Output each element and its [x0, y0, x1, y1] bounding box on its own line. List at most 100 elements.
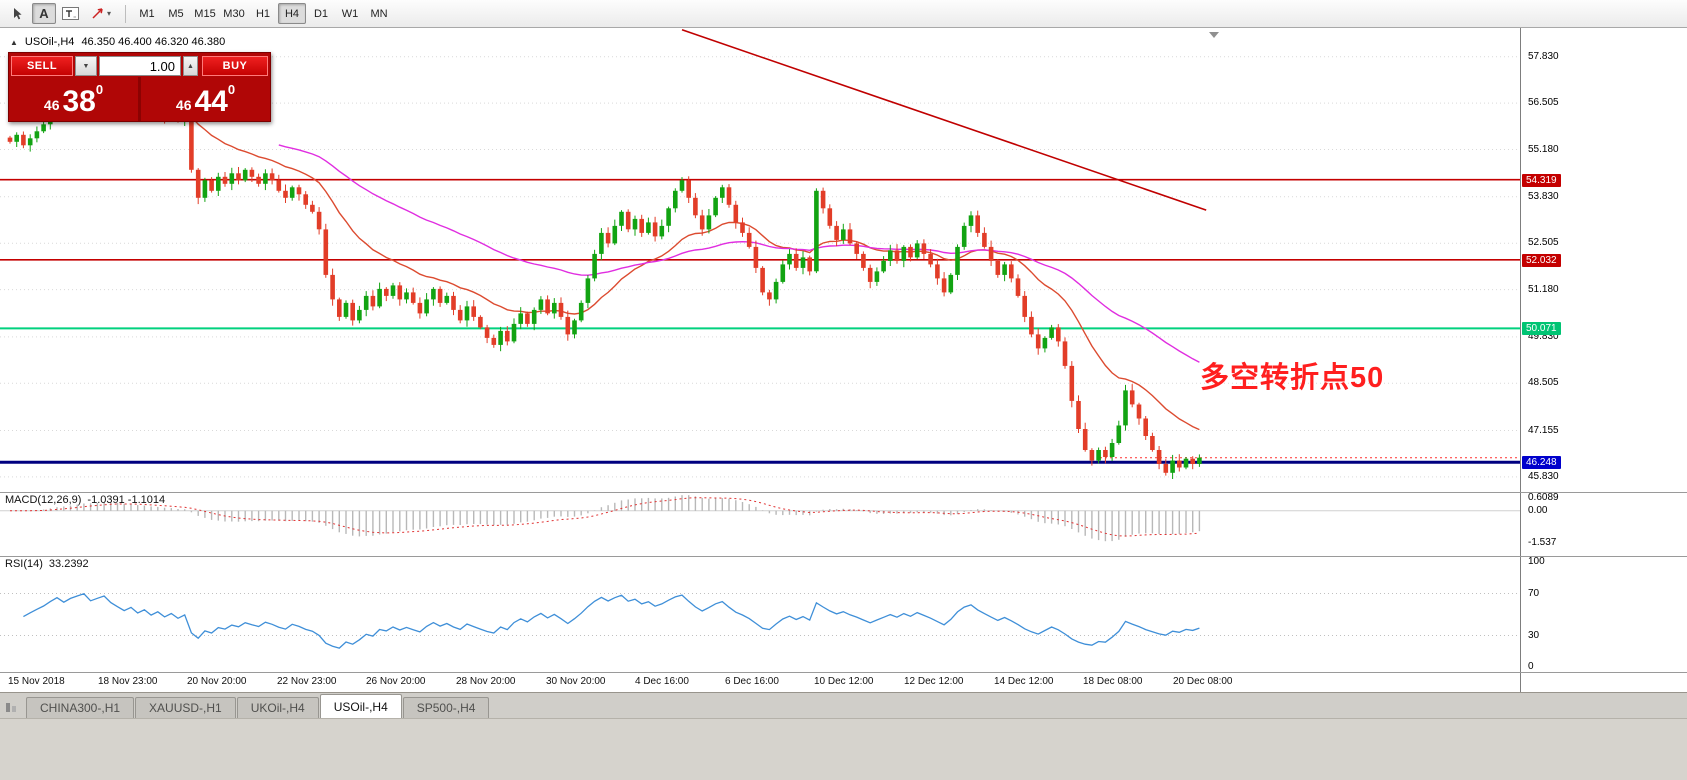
price-level-badge: 46.248 [1522, 456, 1561, 469]
caret-up-icon: ▲ [187, 62, 194, 70]
ask-big-figure: 46 [175, 97, 192, 113]
rsi-label: RSI(14) 33.2392 [5, 558, 95, 570]
time-axis-label: 18 Nov 23:00 [98, 676, 158, 687]
time-axis-label: 26 Nov 20:00 [366, 676, 426, 687]
time-axis-label: 18 Dec 08:00 [1083, 676, 1143, 687]
price-axis-label: 53.830 [1528, 191, 1559, 202]
bid-point: 0 [95, 82, 104, 97]
chart-tab-china300h1[interactable]: CHINA300-,H1 [26, 697, 135, 718]
time-axis-label: 14 Dec 12:00 [994, 676, 1054, 687]
chart-tab-ukoilh4[interactable]: UKOil-,H4 [236, 697, 319, 718]
timeframe-m15-button[interactable]: M15 [194, 7, 216, 20]
time-axis-label: 22 Nov 23:00 [277, 676, 337, 687]
timeframe-w1-button[interactable]: W1 [341, 7, 359, 20]
chart-window: ▲ USOil-,H4 46.350 46.400 46.320 46.380 … [0, 28, 1687, 692]
price-axis-label: 55.180 [1528, 144, 1559, 155]
timeframe-toolbar: M1 M5 M15 M30 H1 H4 D1 W1 MN [133, 3, 393, 24]
price-level-badge: 54.319 [1522, 174, 1561, 187]
price-divider [138, 77, 141, 121]
price-chart-canvas [0, 29, 1520, 479]
macd-name: MACD(12,26,9) [5, 494, 82, 506]
buy-price-display[interactable]: 46 44 0 [141, 77, 270, 121]
timeframe-h4-button[interactable]: H4 [278, 3, 306, 24]
price-axis-label: 57.830 [1528, 51, 1559, 62]
rsi-axis-label: 30 [1528, 630, 1540, 641]
price-axis[interactable]: 57.830 56.505 55.180 53.830 52.505 51.180 49.8… [1520, 28, 1687, 692]
tab-row: CHINA300-,H1 XAUUSD-,H1 UKOil-,H4 USOil-,H4… [26, 694, 490, 718]
time-axis-label: 20 Nov 20:00 [187, 676, 247, 687]
price-axis-label: 51.180 [1528, 284, 1559, 295]
rsi-canvas [0, 593, 1520, 649]
macd-label: MACD(12,26,9) -1.0391 -1.1014 [5, 494, 171, 506]
chart-tab-xauusdh1[interactable]: XAUUSD-,H1 [135, 697, 236, 718]
main-chart-panel[interactable]: ▲ USOil-,H4 46.350 46.400 46.320 46.380 … [0, 28, 1520, 492]
price-axis-label: 47.155 [1528, 425, 1559, 436]
buy-button[interactable]: BUY [202, 56, 268, 76]
timeframe-m30-button[interactable]: M30 [223, 7, 245, 20]
rsi-name: RSI(14) [5, 558, 43, 570]
time-axis-label: 4 Dec 16:00 [635, 676, 689, 687]
timeframe-m1-button[interactable]: M1 [139, 7, 155, 20]
timeframe-h1-button[interactable]: H1 [255, 7, 271, 20]
rsi-axis-label: 70 [1528, 588, 1540, 599]
time-axis-label: 12 Dec 12:00 [904, 676, 964, 687]
macd-values: -1.0391 -1.1014 [87, 494, 166, 506]
price-axis-label: 56.505 [1528, 97, 1559, 108]
trendline-arrow-icon [92, 8, 103, 19]
cursor-icon [14, 7, 22, 19]
chart-tab-sp500h4[interactable]: SP500-,H4 [402, 697, 490, 718]
toolbar-separator [125, 4, 126, 23]
macd-canvas [0, 495, 1520, 542]
price-axis-label: 48.505 [1528, 377, 1559, 388]
chart-tab-usoilh4[interactable]: USOil-,H4 [319, 694, 402, 718]
price-axis-label: 49.830 [1528, 331, 1559, 342]
sell-button[interactable]: SELL [11, 56, 73, 76]
panel-separator [0, 492, 1687, 493]
cursor-tool-button[interactable] [6, 3, 30, 24]
macd-axis-label: 0.6089 [1528, 492, 1559, 503]
time-axis-label: 28 Nov 20:00 [456, 676, 516, 687]
symbol-ohlc-values: 46.350 46.400 46.320 46.380 [81, 36, 226, 48]
time-axis[interactable]: 15 Nov 2018 18 Nov 23:00 20 Nov 20:00 22 No… [0, 672, 1520, 692]
rsi-axis-label: 0 [1528, 661, 1534, 672]
price-axis-label: 52.505 [1528, 237, 1559, 248]
volume-increase-button[interactable]: ▲ [183, 56, 198, 76]
rsi-axis-label: 100 [1528, 556, 1545, 567]
timeframe-m5-button[interactable]: M5 [168, 7, 184, 20]
rsi-panel[interactable]: RSI(14) 33.2392 [0, 556, 1520, 672]
price-level-badge: 50.071 [1522, 322, 1561, 335]
symbol-marker-icon: ▲ [10, 37, 18, 47]
panel-separator [0, 672, 1687, 673]
volume-input[interactable] [99, 56, 181, 76]
time-axis-label: 30 Nov 20:00 [546, 676, 606, 687]
price-axis-label: 45.830 [1528, 471, 1559, 482]
sell-price-display[interactable]: 46 38 0 [9, 77, 138, 121]
time-axis-label: 20 Dec 08:00 [1173, 676, 1233, 687]
time-axis-label: 6 Dec 16:00 [725, 676, 779, 687]
macd-axis-label: -1.537 [1528, 537, 1557, 548]
window-list-icon[interactable] [5, 701, 19, 713]
ask-pips: 44 [194, 85, 228, 118]
price-level-badge: 52.032 [1522, 254, 1561, 267]
main-toolbar: A ▾ M1 M5 M15 M30 H1 H4 D1 W1 MN [0, 0, 1687, 28]
chart-tabs-bar: CHINA300-,H1 XAUUSD-,H1 UKOil-,H4 USOil-,H4… [0, 692, 1687, 718]
text-tool-icon: A [39, 6, 49, 21]
macd-panel[interactable]: MACD(12,26,9) -1.0391 -1.1014 [0, 492, 1520, 556]
status-bar [0, 718, 1687, 780]
symbol-name: USOil-,H4 [24, 36, 75, 48]
volume-decrease-button[interactable]: ▼ [75, 56, 97, 76]
timeframe-mn-button[interactable]: MN [370, 7, 388, 20]
timeframe-d1-button[interactable]: D1 [313, 7, 329, 20]
ask-point: 0 [227, 82, 236, 97]
time-axis-label: 15 Nov 2018 [8, 676, 65, 687]
text-label-tool-button[interactable] [58, 3, 82, 24]
bid-pips: 38 [62, 85, 96, 118]
rsi-value: 33.2392 [48, 558, 89, 570]
line-tools-button[interactable]: ▾ [84, 3, 118, 24]
text-tool-button[interactable]: A [32, 3, 56, 24]
symbol-header: ▲ USOil-,H4 46.350 46.400 46.320 46.380 [10, 36, 225, 48]
macd-axis-label: 0.00 [1528, 505, 1548, 516]
text-label-icon [61, 7, 79, 20]
